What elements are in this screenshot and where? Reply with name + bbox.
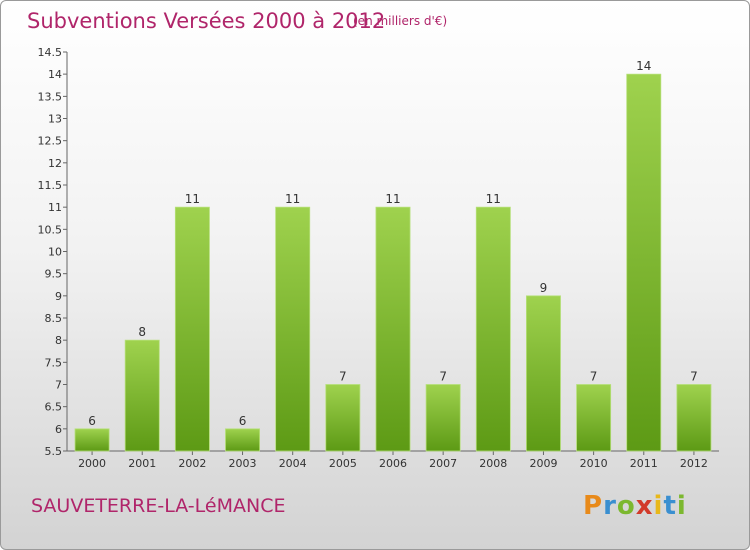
x-tick-label-2011: 2011 (630, 457, 658, 470)
bar-2000 (74, 428, 110, 452)
x-tick-label-2005: 2005 (329, 457, 357, 470)
data-label-2005: 7 (339, 370, 347, 384)
data-label-2001: 8 (138, 325, 146, 339)
logo-letter: x (635, 491, 654, 521)
data-label-2011: 14 (636, 59, 651, 73)
bar-2011 (626, 73, 662, 452)
data-label-2007: 7 (439, 370, 447, 384)
y-tick-label: 13 (48, 113, 62, 126)
y-tick-label: 8 (55, 334, 62, 347)
bar-2003 (225, 428, 260, 452)
chart-data-labels: 6 8 11 6 11 7 11 7 11 9 7 14 7 (88, 59, 697, 428)
y-tick-label: 12.5 (38, 135, 63, 148)
y-tick-label: 5.5 (45, 445, 63, 458)
y-tick-label: 14 (48, 68, 62, 81)
y-tick-label: 8.5 (45, 312, 63, 325)
x-tick-label-2008: 2008 (479, 457, 507, 470)
commune-name: SAUVETERRE-LA-LéMANCE (31, 495, 286, 517)
logo-letter: P (583, 491, 604, 521)
data-label-2008: 11 (486, 192, 501, 206)
data-label-2009: 9 (540, 281, 548, 295)
x-tick-label-2001: 2001 (128, 457, 156, 470)
logo-letter: i (676, 491, 687, 521)
chart-axes: 5.5 6 6.5 7 7.5 8 8.5 9 9.5 10 10.5 11 11.5 12 12.5 13 1… (38, 46, 719, 470)
y-tick-label: 11 (48, 201, 62, 214)
data-label-2000: 6 (88, 414, 96, 428)
y-tick-label: 10.5 (38, 223, 63, 236)
y-tick-label: 14.5 (38, 46, 63, 59)
y-tick-label: 7 (55, 379, 62, 392)
y-tick-label: 9.5 (45, 268, 63, 281)
chart-subtitle: (en milliers d'€) (353, 14, 448, 28)
bar-2002 (174, 206, 210, 452)
y-tick-label: 9 (55, 290, 62, 303)
x-tick-label-2006: 2006 (379, 457, 407, 470)
proxiti-logo: Proxiti (583, 491, 687, 521)
y-tick-label: 7.5 (45, 356, 63, 369)
bar-2005 (325, 384, 361, 452)
y-tick-label: 6 (55, 423, 62, 436)
data-label-2004: 11 (285, 192, 300, 206)
data-label-2012: 7 (690, 370, 698, 384)
logo-letter: t (663, 491, 677, 521)
y-tick-label: 12 (48, 157, 62, 170)
bar-2007 (425, 384, 461, 452)
data-label-2003: 6 (239, 414, 247, 428)
chart-bars (74, 73, 712, 452)
bar-2006 (375, 206, 411, 452)
y-tick-label: 13.5 (38, 90, 63, 103)
x-tick-label-2009: 2009 (529, 457, 557, 470)
bar-2010 (576, 384, 612, 452)
data-label-2006: 11 (385, 192, 400, 206)
chart-title: Subventions Versées 2000 à 2012 (27, 9, 386, 33)
y-tick-label: 11.5 (38, 179, 63, 192)
logo-letter: i (653, 491, 664, 521)
x-tick-label-2012: 2012 (680, 457, 708, 470)
bar-2008 (475, 206, 511, 452)
data-label-2002: 11 (185, 192, 200, 206)
x-tick-label-2000: 2000 (78, 457, 106, 470)
x-tick-label-2004: 2004 (279, 457, 307, 470)
x-tick-label-2007: 2007 (429, 457, 457, 470)
bar-2009 (526, 295, 561, 452)
logo-letter: r (603, 491, 617, 521)
x-tick-label-2010: 2010 (580, 457, 608, 470)
bar-2004 (275, 206, 311, 452)
data-label-2010: 7 (590, 370, 598, 384)
x-tick-label-2003: 2003 (229, 457, 257, 470)
bar-2012 (676, 384, 712, 452)
y-tick-label: 10 (48, 246, 62, 259)
x-tick-label-2002: 2002 (178, 457, 206, 470)
logo-letter: o (616, 491, 636, 521)
y-tick-label: 6.5 (45, 401, 63, 414)
bar-2001 (124, 339, 160, 452)
